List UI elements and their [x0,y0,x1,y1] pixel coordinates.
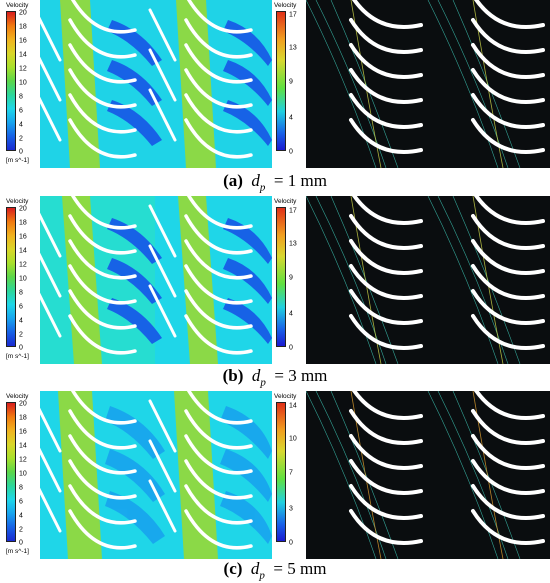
contour-plot [40,196,272,364]
colorbar-tick: 0 [289,148,293,156]
colorbar-tick: 14 [19,51,27,59]
velocity-colorbar-right: Velocity 14 10 7 3 0 [272,391,306,561]
colorbar-tick: 8 [19,289,23,297]
caption-variable: d [251,171,260,190]
colorbar-tick: 14 [19,247,27,255]
colorbar-tick: 4 [19,121,23,129]
colorbar-tick: 6 [19,303,23,311]
colorbar-unit: [m s^-1] [6,548,29,555]
caption-letter: (a) [223,171,243,190]
colorbar-tick: 8 [19,93,23,101]
colorbar-tick: 14 [289,402,297,410]
streamline-plot [306,0,550,168]
caption-value: = 1 mm [273,171,327,190]
caption-subscript: p [259,181,266,194]
colorbar-tick: 6 [19,498,23,506]
figure-caption: (c) dp = 5 mm [0,559,550,581]
colorbar-tick: 0 [19,148,23,156]
streamline-plot [306,391,550,559]
colorbar-title: Velocity [274,2,297,9]
colorbar-tick: 9 [289,78,293,86]
colorbar-tick: 12 [19,261,27,269]
colorbar-title: Velocity [6,2,29,9]
velocity-colorbar-right: Velocity 17 13 9 4 0 [272,196,306,366]
colorbar-unit: [m s^-1] [6,353,29,360]
colorbar-tick: 2 [19,331,23,339]
colorbar-title: Velocity [6,198,29,205]
figure-row-a: Velocity 20 18 16 14 12 10 8 6 4 2 0 [m … [0,0,550,193]
colorbar-gradient [276,402,286,542]
colorbar-tick: 12 [19,456,27,464]
colorbar-gradient [6,207,16,347]
colorbar-tick: 16 [19,37,27,45]
contour-plot [40,0,272,168]
colorbar-tick: 14 [19,442,27,450]
colorbar-tick: 10 [19,470,27,478]
caption-letter: (c) [223,559,243,578]
colorbar-tick: 3 [289,505,293,513]
colorbar-tick: 17 [289,11,297,19]
colorbar-tick: 10 [289,435,297,443]
streamline-plot [306,196,550,364]
colorbar-tick: 10 [19,275,27,283]
caption-value: = 5 mm [273,559,327,578]
colorbar-tick: 17 [289,207,297,215]
colorbar-tick: 2 [19,135,23,143]
figure-row-b: Velocity 20 18 16 14 12 10 8 6 4 2 0 [m … [0,196,550,388]
colorbar-tick: 0 [289,539,293,547]
colorbar-tick: 6 [19,107,23,115]
colorbar-tick: 16 [19,233,27,241]
colorbar-tick: 7 [289,469,293,477]
colorbar-gradient [276,11,286,151]
colorbar-tick: 0 [19,539,23,547]
figure-caption: (b) dp = 3 mm [0,366,550,388]
colorbar-tick: 9 [289,274,293,282]
colorbar-tick: 18 [19,219,27,227]
colorbar-tick: 20 [19,205,27,213]
colorbar-gradient [6,11,16,151]
velocity-colorbar-left: Velocity 20 18 16 14 12 10 8 6 4 2 0 [m … [0,0,40,170]
colorbar-tick: 13 [289,44,297,52]
velocity-colorbar-right: Velocity 17 13 9 4 0 [272,0,306,170]
colorbar-title: Velocity [6,393,29,400]
figure-row-c: Velocity 20 18 16 14 12 10 8 6 4 2 0 [m … [0,391,550,583]
caption-value: = 3 mm [274,366,328,385]
colorbar-unit: [m s^-1] [6,157,29,164]
colorbar-tick: 18 [19,23,27,31]
colorbar-title: Velocity [274,393,297,400]
colorbar-tick: 16 [19,428,27,436]
caption-variable: d [250,559,260,578]
colorbar-gradient [276,207,286,347]
colorbar-tick: 20 [19,9,27,17]
contour-plot [40,391,272,559]
colorbar-tick: 4 [289,114,293,122]
figure-caption: (a) dp = 1 mm [0,171,550,193]
caption-letter: (b) [222,366,244,385]
colorbar-tick: 4 [19,317,23,325]
caption-subscript: p [260,376,266,389]
colorbar-gradient [6,402,16,542]
colorbar-tick: 0 [289,344,293,352]
caption-variable: d [251,366,261,385]
colorbar-tick: 4 [19,512,23,520]
colorbar-title: Velocity [274,198,297,205]
colorbar-tick: 2 [19,526,23,534]
velocity-colorbar-left: Velocity 20 18 16 14 12 10 8 6 4 2 0 [m … [0,196,40,366]
colorbar-tick: 18 [19,414,27,422]
colorbar-tick: 12 [19,65,27,73]
colorbar-tick: 13 [289,240,297,248]
velocity-colorbar-left: Velocity 20 18 16 14 12 10 8 6 4 2 0 [m … [0,391,40,561]
colorbar-tick: 20 [19,400,27,408]
colorbar-tick: 0 [19,344,23,352]
colorbar-tick: 10 [19,79,27,87]
colorbar-tick: 8 [19,484,23,492]
colorbar-tick: 4 [289,310,293,318]
caption-subscript: p [259,569,265,582]
